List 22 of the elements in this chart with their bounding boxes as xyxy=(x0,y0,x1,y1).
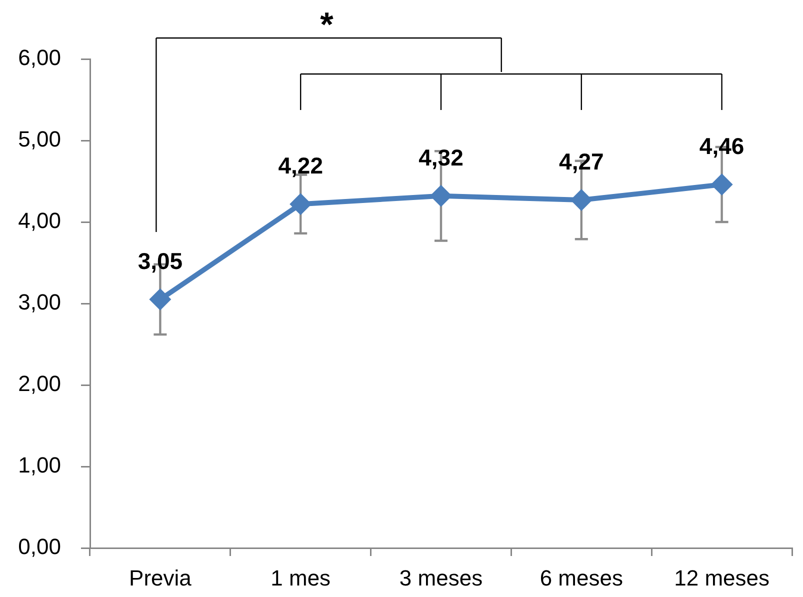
y-tick-label: 6,00 xyxy=(18,45,61,70)
x-tick-label: 3 meses xyxy=(399,565,483,590)
data-label: 4,27 xyxy=(559,148,604,174)
data-label: 4,32 xyxy=(418,144,464,170)
x-tick-label: Previa xyxy=(129,565,192,590)
y-tick-label: 2,00 xyxy=(18,371,61,396)
y-tick-label: 5,00 xyxy=(18,126,61,152)
y-tick-label: 4,00 xyxy=(18,208,61,234)
y-tick-label: 1,00 xyxy=(18,452,61,478)
point xyxy=(430,184,452,207)
y-tick-label: 0,00 xyxy=(18,534,61,560)
point xyxy=(710,174,733,196)
x-tick-label: 12 meses xyxy=(674,565,770,590)
x-tick-label: 1 mes xyxy=(270,565,331,590)
point xyxy=(290,193,312,216)
x-tick-label: 6 meses xyxy=(540,565,623,590)
point xyxy=(149,288,172,310)
y-tick-label: 3,00 xyxy=(18,290,61,315)
text: * xyxy=(320,6,334,44)
data-label: 4,22 xyxy=(278,152,323,178)
data-label: 4,46 xyxy=(699,132,744,159)
data-label: 3,05 xyxy=(138,248,183,274)
